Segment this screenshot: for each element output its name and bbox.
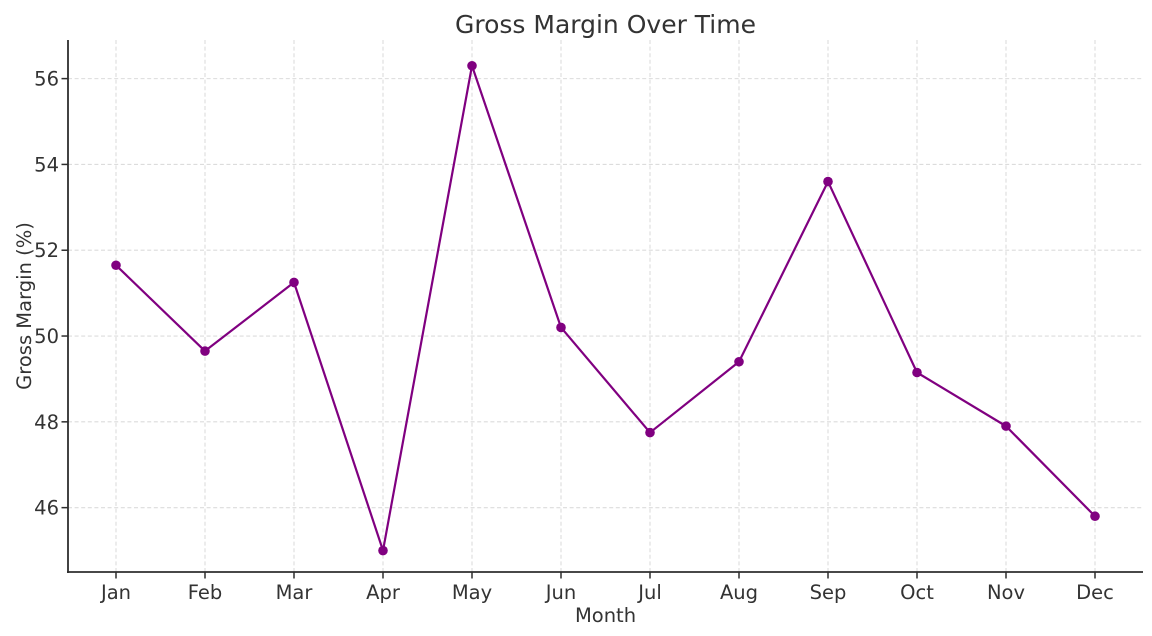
- data-point-marker: [1090, 511, 1100, 522]
- data-point-marker: [467, 60, 477, 71]
- data-point-marker: [378, 545, 388, 556]
- data-series: [111, 60, 1100, 556]
- data-point-marker: [645, 427, 655, 438]
- data-point-marker: [734, 356, 744, 367]
- y-axis-label: Gross Margin (%): [13, 222, 36, 390]
- y-tick-label: 46: [34, 497, 59, 520]
- data-point-marker: [111, 260, 121, 271]
- y-tick-label: 50: [34, 325, 59, 348]
- y-tick-label: 52: [34, 239, 59, 262]
- x-axis-label: Month: [575, 604, 636, 627]
- data-point-marker: [200, 346, 210, 356]
- y-tick-label: 54: [34, 153, 59, 176]
- x-tick-label: Feb: [188, 581, 223, 604]
- data-point-marker: [823, 176, 833, 187]
- x-tick-label: Nov: [987, 581, 1025, 604]
- tick-labels: Jan Feb Mar Apr May Jun Jul Aug Sep Oct Nov Dec 46 48…: [34, 68, 1114, 604]
- axes: [61, 40, 1143, 579]
- x-tick-label: Dec: [1076, 581, 1114, 604]
- x-tick-label: Apr: [366, 581, 401, 604]
- x-tick-label: Oct: [900, 581, 934, 604]
- chart-title: Gross Margin Over Time: [455, 10, 756, 39]
- x-tick-label: Jan: [99, 581, 131, 604]
- x-tick-label: May: [452, 581, 492, 604]
- data-point-marker: [289, 277, 299, 288]
- data-point-marker: [1001, 421, 1011, 431]
- y-tick-label: 56: [34, 68, 59, 91]
- gridlines: [68, 40, 1143, 572]
- x-tick-label: Mar: [276, 581, 314, 604]
- x-tick-label: Jun: [544, 581, 576, 604]
- x-tick-label: Jul: [636, 581, 662, 604]
- data-point-marker: [556, 322, 566, 333]
- data-point-marker: [912, 367, 922, 378]
- x-tick-label: Aug: [720, 581, 758, 604]
- series-line: [114, 64, 1097, 552]
- y-tick-label: 48: [34, 411, 59, 434]
- x-tick-label: Sep: [810, 581, 847, 604]
